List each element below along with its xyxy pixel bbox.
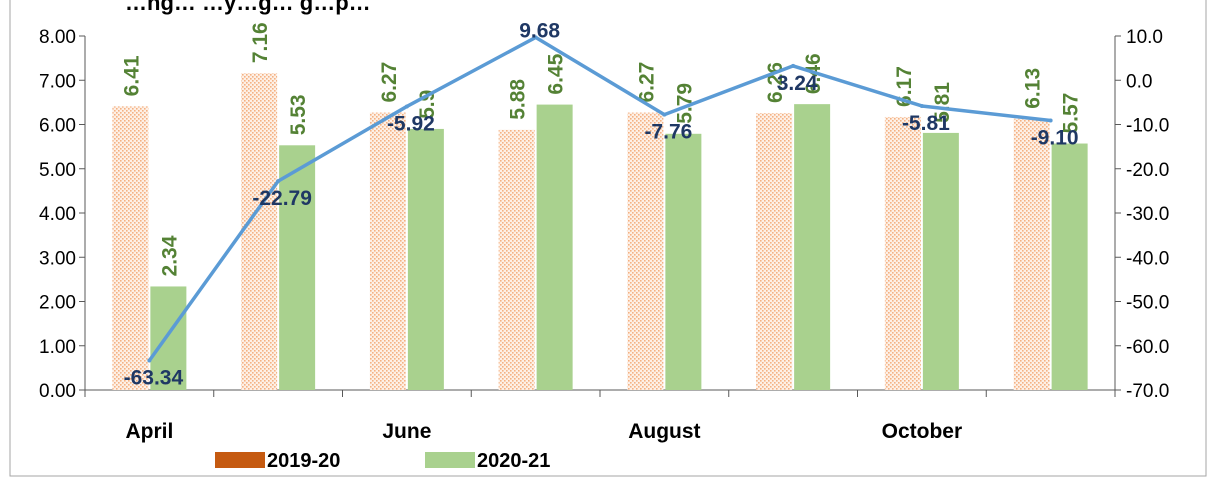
bar-2019-20 — [241, 73, 278, 391]
left-tick-label: 0.00 — [39, 381, 76, 402]
bar-2020-21 — [922, 132, 959, 390]
growth-line-value-label: -22.79 — [252, 187, 312, 210]
bar-2019-20 — [112, 106, 149, 391]
right-tick-label: -70.0 — [1126, 381, 1169, 402]
growth-line-value-label: -9.10 — [1031, 127, 1079, 150]
growth-line-value-label: -7.76 — [644, 121, 692, 144]
bar-2020-21-value-label: 2.34 — [158, 235, 181, 276]
growth-line-point — [919, 103, 924, 108]
bar-2020-21-value-label: 5.53 — [287, 94, 310, 135]
bar-2019-20-value-label: 6.41 — [120, 55, 143, 96]
left-tick-label: 1.00 — [39, 337, 76, 358]
bar-2020-21 — [665, 133, 702, 391]
bar-2019-20 — [756, 112, 793, 391]
bar-2019-20 — [369, 112, 406, 391]
bar-2020-21-value-label: 5.79 — [673, 83, 696, 124]
bar-2019-20-value-label: 5.88 — [507, 79, 530, 120]
chart-title: …ng… …y…g… g…p… — [125, 0, 371, 15]
x-category-label: June — [382, 420, 431, 443]
x-category-label: October — [882, 420, 963, 443]
bar-2020-21 — [536, 104, 573, 391]
bar-2020-21 — [279, 145, 316, 390]
growth-line-value-label: -63.34 — [124, 367, 184, 390]
growth-line-value-label: -5.92 — [387, 112, 435, 135]
x-category-label: April — [125, 420, 173, 443]
left-tick-label: 7.00 — [39, 71, 76, 92]
x-category-label: August — [628, 420, 700, 443]
growth-line-point — [791, 63, 796, 68]
bar-2020-21-value-label: 5.57 — [1060, 93, 1083, 134]
bar-2020-21 — [794, 104, 831, 391]
bar-2019-20-value-label: 6.27 — [635, 62, 658, 103]
right-tick-label: -10.0 — [1126, 116, 1169, 137]
bar-2019-20 — [884, 116, 921, 390]
left-tick-label: 4.00 — [39, 204, 76, 225]
bar-2019-20 — [627, 112, 664, 391]
growth-line-point — [533, 35, 538, 40]
growth-line — [147, 35, 1051, 362]
bar-2019-20-value-label: 6.13 — [1022, 68, 1045, 109]
left-tick-label: 6.00 — [39, 116, 76, 137]
growth-line-value-label: 9.68 — [519, 19, 560, 42]
left-tick-label: 3.00 — [39, 248, 76, 269]
left-tick-label: 2.00 — [39, 293, 76, 314]
right-tick-label: -50.0 — [1126, 293, 1169, 314]
bar-2020-21 — [407, 128, 444, 391]
bar-2019-20-value-label: 6.26 — [764, 62, 787, 103]
legend-label-2020-21: 2020-21 — [477, 450, 550, 472]
growth-line-point — [404, 104, 409, 109]
left-tick-label: 5.00 — [39, 160, 76, 181]
legend-label-2019-20: 2019-20 — [267, 450, 340, 472]
growth-line-point — [662, 112, 667, 117]
growth-line-point — [1048, 118, 1053, 123]
legend-swatch-2019-20 — [215, 452, 265, 468]
right-tick-label: -60.0 — [1126, 337, 1169, 358]
bar-2019-20-value-label: 7.16 — [249, 22, 272, 63]
bar-2020-21-value-label: 5.81 — [931, 82, 954, 123]
growth-line-point — [276, 179, 281, 184]
growth-line-value-label: -5.81 — [902, 112, 950, 135]
right-tick-label: -30.0 — [1126, 204, 1169, 225]
growth-line-point — [147, 358, 152, 363]
right-tick-label: -20.0 — [1126, 160, 1169, 181]
bar-2020-21 — [150, 286, 187, 390]
bar-2020-21-value-label: 6.45 — [545, 53, 568, 94]
right-tick-label: 10.0 — [1126, 27, 1163, 48]
growth-line-value-label: 3.24 — [777, 72, 818, 95]
bar-2019-20-value-label: 6.27 — [378, 62, 401, 103]
bar-2020-21 — [1051, 143, 1088, 390]
legend-swatch-2020-21 — [425, 452, 475, 468]
bar-2019-20 — [498, 129, 535, 390]
bar-2019-20 — [1013, 118, 1050, 390]
right-tick-label: -40.0 — [1126, 248, 1169, 269]
bar-2019-20-value-label: 6.17 — [893, 66, 916, 107]
right-tick-label: 0.0 — [1126, 71, 1152, 92]
left-tick-label: 8.00 — [39, 27, 76, 48]
